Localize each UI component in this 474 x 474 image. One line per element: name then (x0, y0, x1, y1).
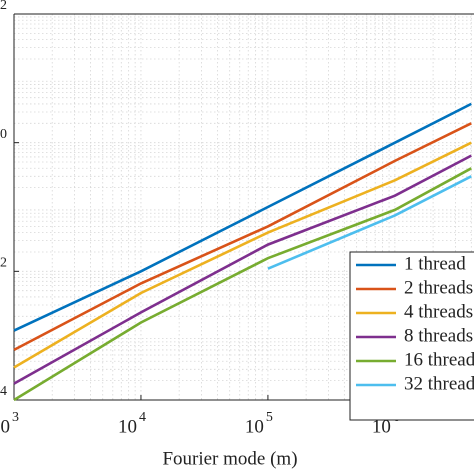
series-line (13, 122, 472, 352)
series-line (267, 175, 472, 270)
legend-label: 4 threads (404, 301, 473, 322)
legend-label: 8 threads (404, 325, 473, 346)
series-line (13, 141, 472, 369)
x-axis-label: Fourier mode (m) (162, 448, 297, 469)
y-tick-label: 2 (0, 0, 7, 13)
legend-label: 32 threads (404, 373, 474, 394)
series-line (13, 154, 472, 385)
legend-label: 16 threads (404, 349, 474, 370)
legend: 1 thread 2 threads 4 threads 8 threads 16 th… (349, 251, 474, 421)
series-line (13, 167, 472, 402)
y-tick-label: 4 (0, 384, 7, 399)
x-tick-exponent: 5 (266, 410, 273, 425)
x-tick-label: 10 (245, 416, 264, 437)
y-tick-label: 2 (0, 256, 7, 271)
x-tick-label: 10 (0, 416, 10, 437)
legend-label: 1 thread (404, 253, 466, 274)
x-tick-exponent: 4 (139, 410, 146, 425)
x-tick-label: 10 (118, 416, 137, 437)
series-line (13, 102, 472, 332)
x-tick-exponent: 3 (12, 410, 19, 425)
y-tick-label: 0 (0, 127, 7, 142)
legend-label: 2 threads (404, 277, 473, 298)
x-tick-label: 10 (372, 416, 391, 437)
